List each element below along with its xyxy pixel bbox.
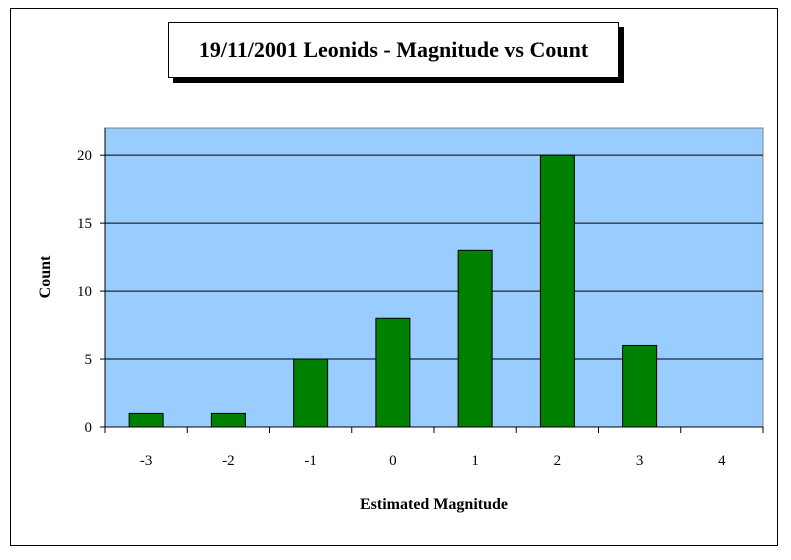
y-tick-label: 15 [77, 216, 92, 232]
y-axis-title: Count [37, 255, 54, 298]
bar [622, 344, 658, 428]
y-tick-labels: 0 5 10 15 20 [77, 148, 92, 436]
y-tick-label: 5 [85, 352, 93, 368]
x-tick-label: -1 [304, 453, 317, 469]
bar [375, 317, 411, 428]
x-tick-labels: -3 -2 -1 0 1 2 3 4 [140, 453, 726, 469]
x-tick-label: 4 [718, 453, 726, 469]
x-tick-label: -2 [222, 453, 235, 469]
plot-area [104, 127, 764, 428]
x-axis-title: Estimated Magnitude [360, 496, 508, 513]
x-tick-label: 0 [389, 453, 397, 469]
y-tick-label: 0 [85, 420, 93, 436]
bar [539, 154, 575, 428]
x-tick-label: 1 [471, 453, 479, 469]
x-tick-label: 2 [554, 453, 562, 469]
y-tick-label: 20 [77, 148, 92, 164]
x-tick-label: -3 [140, 453, 153, 469]
bar [293, 358, 329, 428]
x-tick-label: 3 [636, 453, 644, 469]
chart-title-box: 19/11/2001 Leonids - Magnitude vs Count [168, 22, 619, 78]
bar [210, 412, 246, 428]
axes [100, 128, 764, 433]
chart-title: 19/11/2001 Leonids - Magnitude vs Count [198, 37, 589, 62]
y-tick-label: 10 [77, 284, 92, 300]
bar [457, 249, 493, 428]
bar [128, 412, 164, 428]
